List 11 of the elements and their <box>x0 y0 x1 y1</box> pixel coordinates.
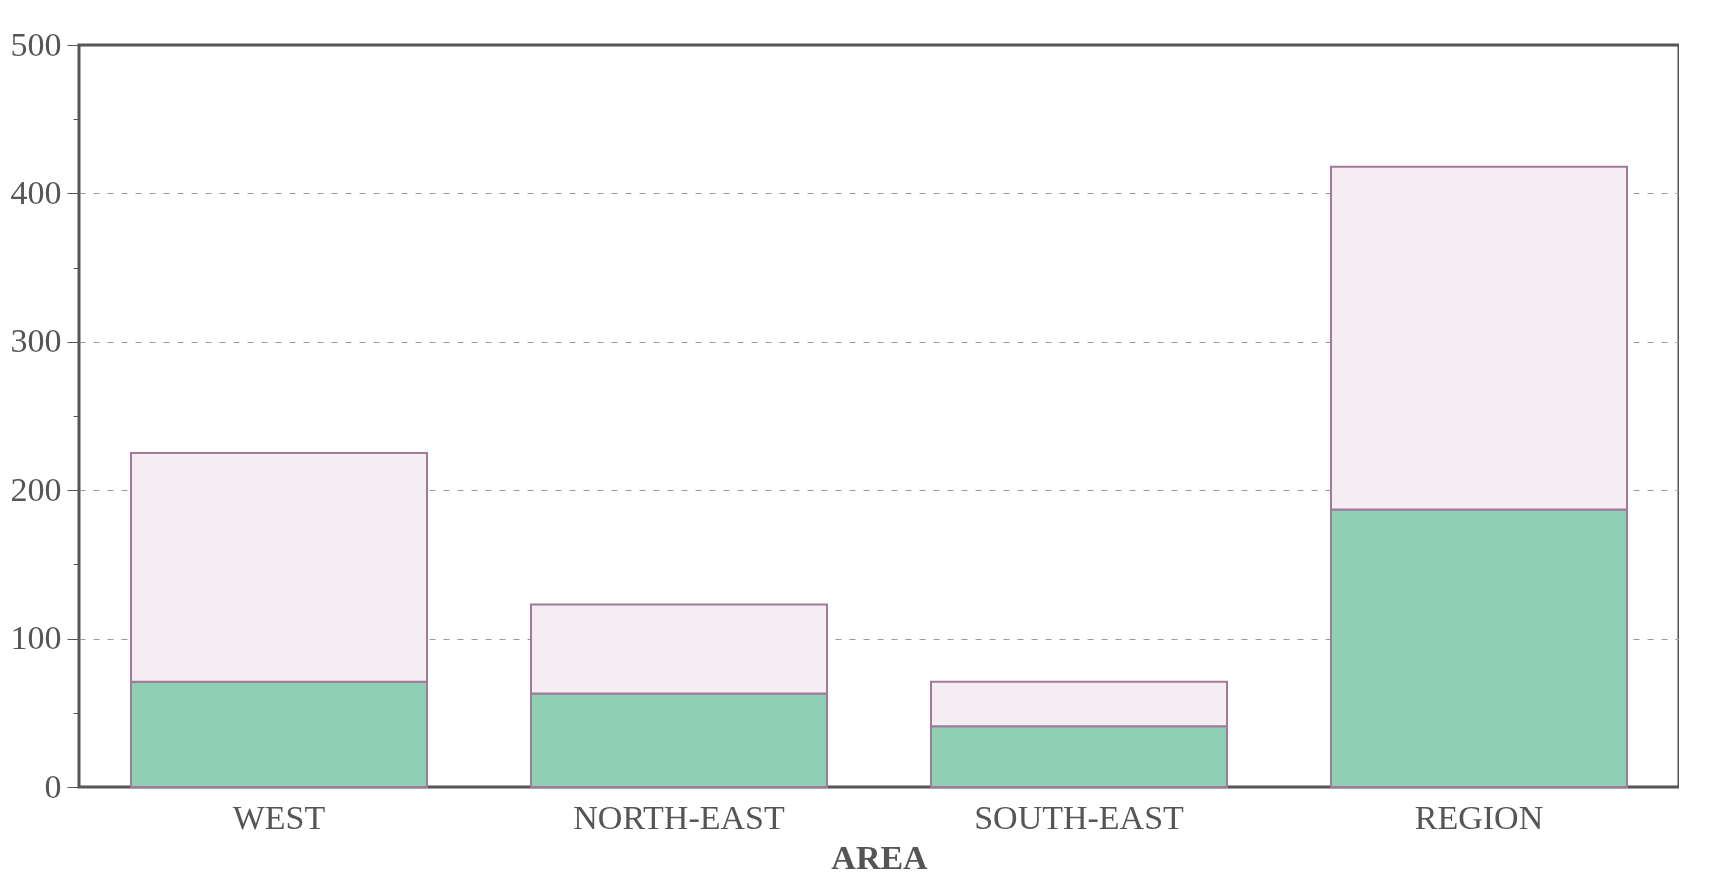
x-tick-label: SOUTH-EAST <box>974 798 1185 836</box>
x-tick-label: NORTH-EAST <box>573 798 785 836</box>
y-tick-label: 200 <box>10 470 62 508</box>
x-tick-label: WEST <box>232 798 326 836</box>
y-tick-label: 500 <box>10 25 62 63</box>
y-tick-label: 0 <box>44 767 62 805</box>
y-tick-label: 100 <box>10 619 62 657</box>
y-tick-label: 300 <box>10 322 62 360</box>
x-tick-label: REGION <box>1414 798 1544 836</box>
y-tick-label: 400 <box>10 173 62 211</box>
x-axis-title: AREA <box>831 838 929 876</box>
